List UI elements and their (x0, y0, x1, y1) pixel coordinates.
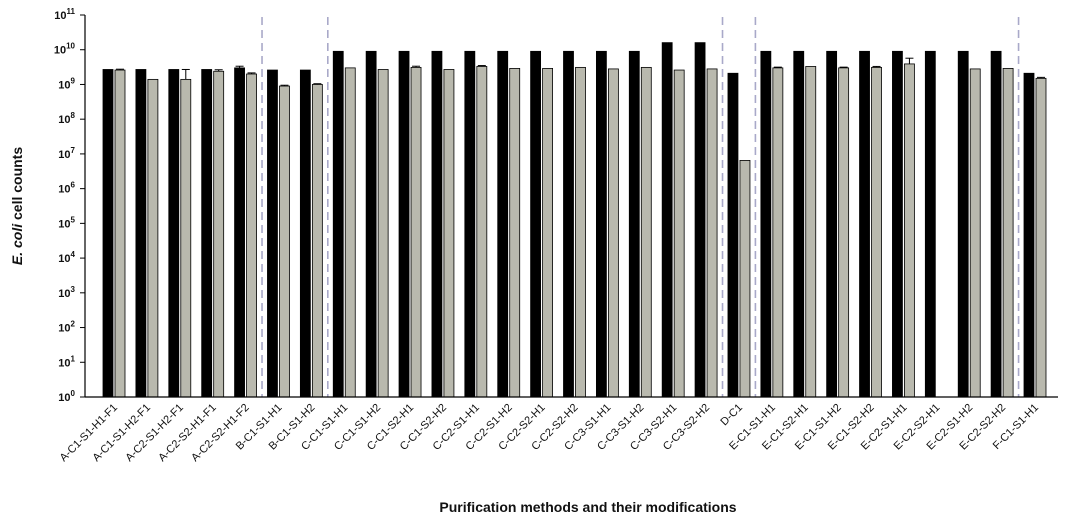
bar-series-1 (957, 50, 969, 398)
y-tick-label: 1010 (54, 42, 76, 57)
bars-layer (102, 42, 1047, 398)
bar-series-1 (135, 69, 147, 398)
bar-series-1 (365, 50, 377, 398)
bar-series-1 (102, 69, 114, 398)
bar-series-1 (859, 50, 870, 398)
bar-series-1 (299, 69, 311, 398)
x-tick-label: A-C1-S1-H2-F1 (91, 402, 154, 465)
y-axis-title: E. coli cell counts (9, 147, 25, 265)
x-tick-label: A-C2-S2-H1-F1 (156, 402, 219, 465)
bar-series-2 (542, 67, 554, 398)
bar-series-2 (1035, 77, 1047, 398)
bar-series-1 (168, 69, 180, 398)
bar-series-1 (990, 50, 1002, 398)
bar-series-2 (904, 63, 915, 398)
bar-series-1 (727, 72, 739, 398)
bar-series-2 (476, 66, 488, 398)
y-tick-label: 108 (58, 111, 75, 126)
bar-series-2 (410, 66, 422, 398)
y-tick-label: 107 (58, 146, 75, 161)
y-tick-labels: 100 101 102 103 104 105 106 107 108 109 1010 1011 (54, 7, 85, 404)
bar-series-2 (180, 78, 192, 398)
bar-series-1 (398, 50, 410, 398)
bar-series-2 (607, 68, 619, 398)
bar-series-1 (201, 69, 213, 398)
bar-series-2 (706, 68, 718, 398)
bar-series-2 (147, 78, 159, 398)
y-tick-label: 105 (58, 215, 75, 230)
y-tick-label: 103 (58, 285, 75, 300)
bar-series-1 (694, 42, 706, 398)
bar-series-2 (377, 69, 389, 398)
bar-series-2 (838, 67, 850, 398)
axes (84, 15, 1058, 398)
bar-series-1 (1023, 72, 1035, 398)
bar-series-2 (969, 68, 981, 398)
x-tick-label: A-C2-S1-H2-F1 (123, 402, 186, 465)
group-dividers (261, 17, 1020, 397)
y-tick-label: 1011 (54, 7, 75, 22)
y-tick-label: 104 (58, 250, 75, 265)
bar-series-2 (114, 69, 126, 398)
bar-series-1 (892, 50, 903, 398)
x-tick-label: A-C1-S1-H1-F1 (58, 402, 121, 465)
bar-series-1 (595, 50, 607, 398)
bar-series-1 (563, 50, 574, 398)
bar-series-1 (234, 67, 245, 398)
bar-series-2 (311, 84, 323, 398)
error-bars-layer (116, 57, 1045, 87)
bar-series-2 (213, 70, 225, 398)
bar-series-1 (332, 50, 344, 398)
bar-series-2 (509, 67, 521, 398)
bar-series-2 (344, 67, 356, 398)
bar-series-2 (640, 66, 652, 398)
bar-series-1 (267, 69, 278, 398)
x-tick-labels: A-C1-S1-H1-F1A-C1-S1-H2-F1A-C2-S1-H2-F1A… (58, 402, 1042, 465)
bar-series-1 (628, 50, 640, 398)
bar-series-1 (793, 50, 805, 398)
bar-series-2 (279, 85, 290, 398)
bar-series-2 (739, 160, 751, 398)
bar-series-1 (661, 42, 673, 398)
bar-series-1 (431, 50, 443, 398)
y-tick-label: 100 (58, 389, 75, 404)
bar-series-2 (575, 66, 586, 398)
bar-series-1 (530, 50, 542, 398)
bar-series-1 (464, 50, 476, 398)
x-tick-label: D-C1 (718, 402, 745, 429)
x-tick-label: A-C2-S2-H1-F2 (189, 402, 252, 465)
y-tick-label: 101 (58, 354, 75, 369)
x-axis-title: Purification methods and their modificat… (439, 499, 736, 515)
bar-series-2 (772, 67, 784, 398)
bar-series-1 (924, 50, 936, 398)
bar-series-2 (443, 69, 455, 398)
bar-series-2 (246, 73, 257, 398)
y-tick-label: 102 (58, 320, 75, 335)
bar-series-1 (826, 50, 838, 398)
y-tick-label: 109 (58, 76, 75, 91)
bar-series-2 (673, 69, 685, 398)
bar-series-1 (497, 50, 509, 398)
y-tick-label: 106 (58, 181, 75, 196)
bar-series-2 (805, 66, 817, 398)
bar-series-2 (871, 66, 882, 398)
bar-series-1 (760, 50, 772, 398)
bar-series-2 (1002, 67, 1014, 398)
